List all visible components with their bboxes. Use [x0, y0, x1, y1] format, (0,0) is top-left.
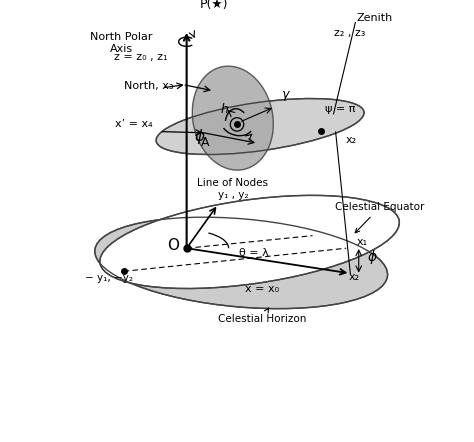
Ellipse shape	[192, 66, 273, 170]
Text: z = z₀ , z₁: z = z₀ , z₁	[114, 52, 167, 62]
Text: x’ = x₄: x’ = x₄	[115, 118, 153, 129]
Text: Line of Nodes
y₁ , y₂: Line of Nodes y₁ , y₂	[197, 179, 268, 200]
Text: z₂ , z₃: z₂ , z₃	[334, 28, 365, 38]
Text: x₂: x₂	[348, 272, 359, 282]
Text: Celestial Horizon: Celestial Horizon	[218, 308, 306, 324]
Text: h: h	[221, 103, 229, 116]
Text: Zenith: Zenith	[356, 13, 393, 23]
Text: − y₁, −y₂: − y₁, −y₂	[85, 273, 133, 282]
Text: Ο: Ο	[167, 238, 179, 253]
Text: P(★): P(★)	[200, 0, 228, 11]
Text: x₁: x₁	[356, 237, 368, 247]
Text: ϕ: ϕ	[194, 129, 204, 144]
Text: θ = λ: θ = λ	[239, 248, 269, 258]
Text: Celestial Equator: Celestial Equator	[335, 202, 424, 233]
Text: North Polar
Axis: North Polar Axis	[91, 32, 153, 53]
Text: γ: γ	[281, 88, 289, 101]
Text: ϕ: ϕ	[367, 250, 376, 264]
Text: North, x₃: North, x₃	[124, 81, 173, 91]
Ellipse shape	[156, 99, 364, 155]
Text: A: A	[201, 136, 210, 149]
Text: x₂: x₂	[346, 135, 357, 145]
Ellipse shape	[100, 195, 399, 289]
Text: x = x₀: x = x₀	[245, 284, 279, 294]
Text: ψ = π: ψ = π	[325, 104, 356, 114]
Ellipse shape	[95, 217, 388, 309]
